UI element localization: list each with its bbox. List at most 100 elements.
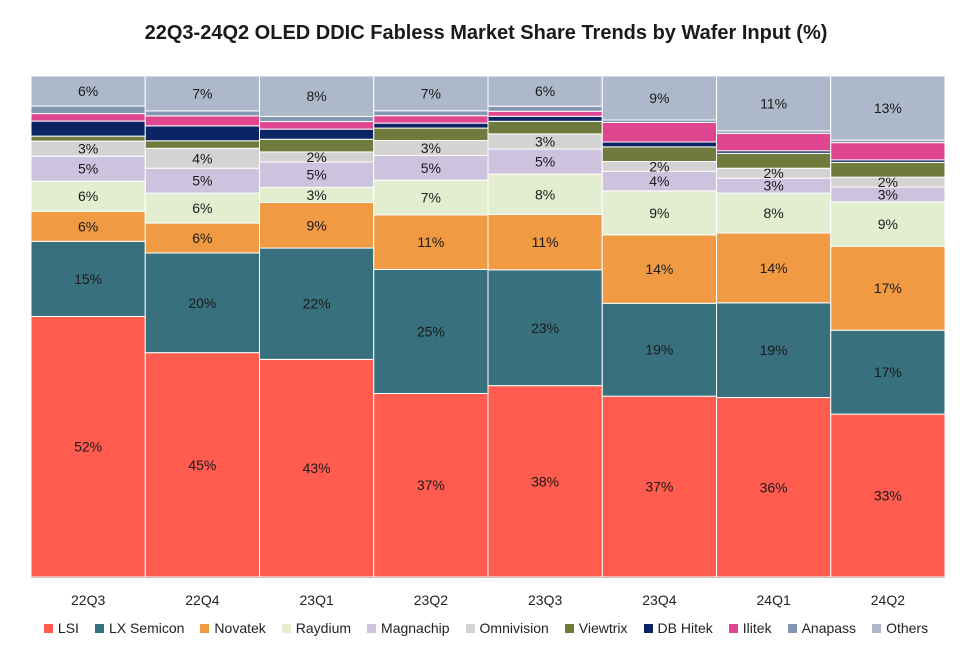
legend-item: DB Hitek [643,620,713,636]
bar-segment [30,105,146,115]
bar-segment [830,142,946,161]
bar-segment [716,75,832,132]
data-label: 9% [649,205,669,221]
data-label: 8% [535,186,555,202]
x-tick-label: 23Q2 [414,592,448,608]
bar-segment [487,173,603,215]
bar-segment [373,122,489,129]
bar-segment [373,127,489,141]
bar-segment [487,115,603,122]
legend-swatch [43,623,53,633]
legend-label: LX Semicon [108,620,185,636]
legend-swatch [564,623,574,633]
legend-item: Viewtrix [564,620,628,636]
chart-title: 22Q3-24Q2 OLED DDIC Fabless Market Share… [144,22,828,44]
data-label: 7% [421,190,441,206]
x-tick-label: 22Q3 [71,592,105,608]
data-label: 6% [78,218,98,234]
data-label: 9% [649,90,669,106]
bar-segment [144,222,260,254]
x-tick-label: 22Q4 [185,592,219,608]
bar-segment [373,392,489,578]
data-label: 37% [417,477,445,493]
bar-segment [259,138,375,153]
bar-segment [830,245,946,331]
bar-segment [601,302,717,397]
data-label: 4% [649,173,669,189]
legend-label: Magnachip [381,620,450,636]
legend-item: Others [872,620,928,636]
bar-segment [144,115,260,127]
data-label: 3% [78,141,98,157]
data-label: 3% [421,140,441,156]
bar-segment [601,121,717,143]
legend-label: DB Hitek [657,620,713,636]
data-label: 20% [188,295,216,311]
legend-label: Viewtrix [578,620,628,636]
legend-swatch [200,623,210,633]
bar-segment [144,167,260,194]
data-label: 19% [760,342,788,358]
data-label: 43% [303,460,331,476]
bar-segment [144,125,260,142]
data-label: 9% [878,216,898,232]
bar-segment [373,115,489,124]
data-label: 52% [74,439,102,455]
data-label: 25% [417,323,445,339]
bar-segment [259,128,375,140]
bar-segment [830,201,946,247]
bar-segment [30,113,146,122]
data-label: 23% [531,320,559,336]
bar-segment [601,190,717,236]
bar-segment [259,358,375,578]
bar-segment [259,247,375,360]
legend-label: Anapass [801,620,857,636]
bar-segment [144,352,260,578]
data-label: 3% [878,186,898,202]
data-label: 3% [535,133,555,149]
bar-segment [830,75,946,141]
bar-segment [487,120,603,135]
legend-swatch [728,623,738,633]
legend-swatch [787,623,797,633]
legend-label: LSI [57,620,79,636]
legend-label: Ilitek [742,620,772,636]
bar-segment [716,397,832,578]
data-label: 6% [78,188,98,204]
data-label: 5% [421,160,441,176]
data-label: 45% [188,457,216,473]
data-label: 5% [78,161,98,177]
data-label: 2% [307,149,327,165]
bar-segment [487,269,603,387]
bar-segment [144,140,260,149]
legend-swatch [872,623,882,633]
data-label: 15% [74,271,102,287]
bar-segment [487,75,603,107]
chart-legend: LSI LX Semicon Novatek Raydium Magnachip Omni… [0,620,972,636]
data-label: 33% [874,488,902,504]
data-label: 7% [192,85,212,101]
bar-segment [601,141,717,148]
legend-swatch [465,623,475,633]
data-label: 4% [192,150,212,166]
bar-segment [716,132,832,152]
data-label: 22% [303,296,331,312]
legend-item: LX Semicon [94,620,185,636]
data-label: 6% [192,200,212,216]
data-label: 8% [307,88,327,104]
data-label: 5% [535,154,555,170]
legend-swatch [367,623,377,633]
bar-segment [487,385,603,578]
bar-segment [830,161,946,178]
data-label: 13% [874,100,902,116]
legend-item: Novatek [200,620,266,636]
x-tick-label: 24Q1 [757,592,791,608]
data-label: 3% [307,187,327,203]
data-label: 2% [649,158,669,174]
legend-label: Raydium [295,620,352,636]
data-label: 14% [645,261,673,277]
x-tick-label: 23Q1 [300,592,334,608]
data-label: 17% [874,364,902,380]
bar-segment [259,202,375,249]
